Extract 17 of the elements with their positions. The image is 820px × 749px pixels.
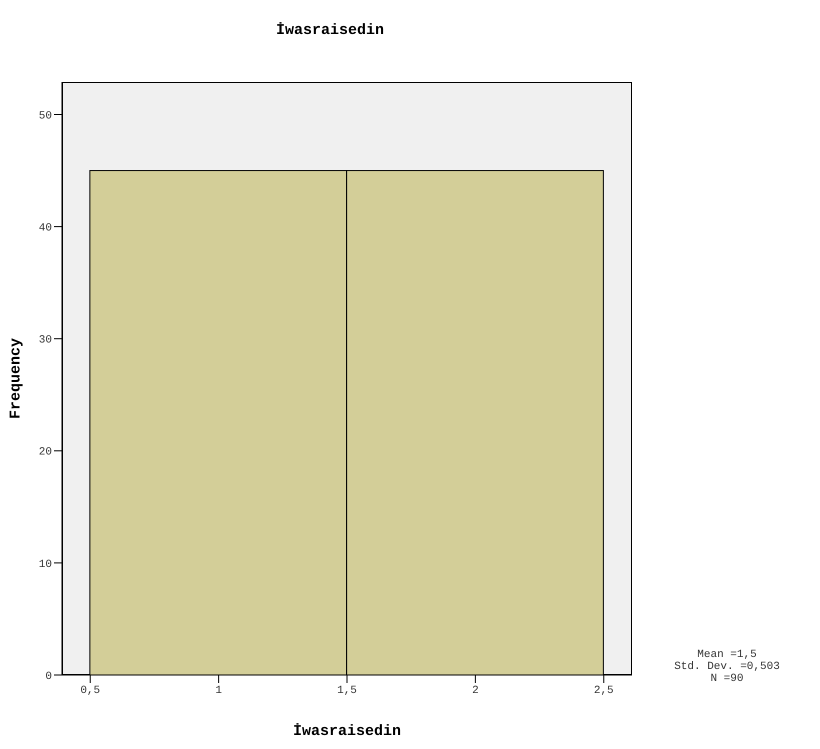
x-tick-label: 1 xyxy=(215,684,222,697)
y-tick-label: 40 xyxy=(38,222,52,235)
y-tick-label: 30 xyxy=(38,334,52,347)
x-tick-label: 2,5 xyxy=(594,684,614,697)
text: Mean =1,5 xyxy=(696,649,758,661)
x-axis-title: İwasraisedin xyxy=(292,723,402,740)
x-tick-label: 0,5 xyxy=(80,684,100,697)
y-tick-label: 50 xyxy=(38,110,52,122)
text: Std. Dev. =0,503 xyxy=(673,661,781,673)
text: N =90 xyxy=(709,673,744,685)
y-axis-title: Frequency xyxy=(7,338,24,420)
y-tick-label: 10 xyxy=(38,558,52,571)
x-tick-label: 2 xyxy=(472,684,479,697)
x-tick-label: 1,5 xyxy=(337,684,357,697)
y-tick-label: 0 xyxy=(45,670,52,683)
chart-title: İwasraisedin xyxy=(274,22,386,39)
y-tick-label: 20 xyxy=(38,446,52,459)
